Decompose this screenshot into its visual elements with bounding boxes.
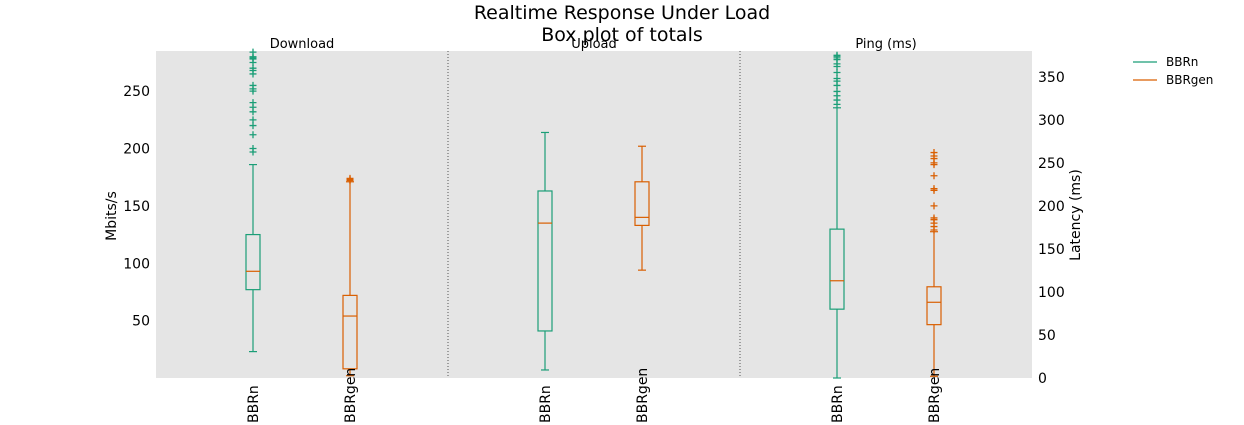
outlier-point <box>930 214 938 222</box>
box-BBRn <box>245 48 261 353</box>
box-layer <box>245 48 942 379</box>
outlier-point <box>930 185 938 193</box>
x-tick-label: BBRgen <box>927 368 943 423</box>
right-tick-label: 300 <box>1038 113 1065 129</box>
left-tick-label: 250 <box>123 84 150 100</box>
left-tick-label: 100 <box>123 256 150 272</box>
box-iqr <box>829 228 845 310</box>
panel-title: Ping (ms) <box>855 37 916 52</box>
box-BBRn <box>829 51 845 379</box>
outlier-point <box>930 202 938 210</box>
right-y-axis: 0 50 100 150 200 250 300 350 <box>1038 70 1065 387</box>
box-iqr <box>245 233 261 291</box>
chart-subtitle: Box plot of totals <box>541 24 703 46</box>
outlier-point <box>249 81 257 89</box>
outlier-point <box>833 87 841 95</box>
box-BBRgen <box>634 145 650 271</box>
panel-title: Upload <box>571 37 617 52</box>
legend: BBRn BBRgen <box>1133 55 1213 87</box>
box-BBRgen <box>342 174 358 377</box>
plot-background <box>156 51 1032 378</box>
right-tick-label: 0 <box>1038 371 1047 387</box>
box-iqr <box>342 294 358 370</box>
legend-label-BBRn: BBRn <box>1166 55 1198 69</box>
right-tick-label: 100 <box>1038 285 1065 301</box>
left-y-axis: 50 100 150 200 250 <box>123 84 150 329</box>
right-y-axis-label: Latency (ms) <box>1068 169 1084 261</box>
panel-title: Download <box>270 37 335 52</box>
outlier-point <box>930 149 938 157</box>
outlier-point <box>249 116 257 124</box>
right-tick-label: 50 <box>1038 328 1056 344</box>
outlier-point <box>833 69 841 77</box>
left-y-axis-label: Mbits/s <box>104 191 120 241</box>
box-BBRgen <box>926 149 942 377</box>
box-iqr <box>634 181 650 227</box>
right-tick-label: 350 <box>1038 70 1065 86</box>
box-iqr <box>537 190 553 332</box>
panel-titles: Download Upload Ping (ms) <box>270 37 917 52</box>
right-tick-label: 250 <box>1038 156 1065 172</box>
x-axis-ticks: BBRn BBRgen BBRn BBRgen BBRn BBRgen <box>246 368 943 423</box>
chart-title: Realtime Response Under Load <box>474 2 770 24</box>
x-tick-label: BBRn <box>538 385 554 423</box>
outlier-point <box>249 145 257 153</box>
outlier-point <box>346 174 354 182</box>
left-tick-label: 200 <box>123 142 150 158</box>
x-tick-label: BBRn <box>830 385 846 423</box>
panel-separators <box>447 51 741 378</box>
box-BBRn <box>537 131 553 371</box>
legend-label-BBRgen: BBRgen <box>1166 73 1213 87</box>
outlier-point <box>249 48 257 56</box>
left-tick-label: 50 <box>132 314 150 330</box>
box-iqr <box>926 286 942 326</box>
outlier-point <box>833 51 841 59</box>
outlier-point <box>930 172 938 180</box>
outlier-point <box>249 131 257 139</box>
outlier-point <box>249 99 257 107</box>
x-tick-label: BBRgen <box>635 368 651 423</box>
left-tick-label: 150 <box>123 199 150 215</box>
x-tick-label: BBRn <box>246 385 262 423</box>
right-tick-label: 150 <box>1038 242 1065 258</box>
x-tick-label: BBRgen <box>343 368 359 423</box>
outlier-point <box>833 75 841 83</box>
right-tick-label: 200 <box>1038 199 1065 215</box>
